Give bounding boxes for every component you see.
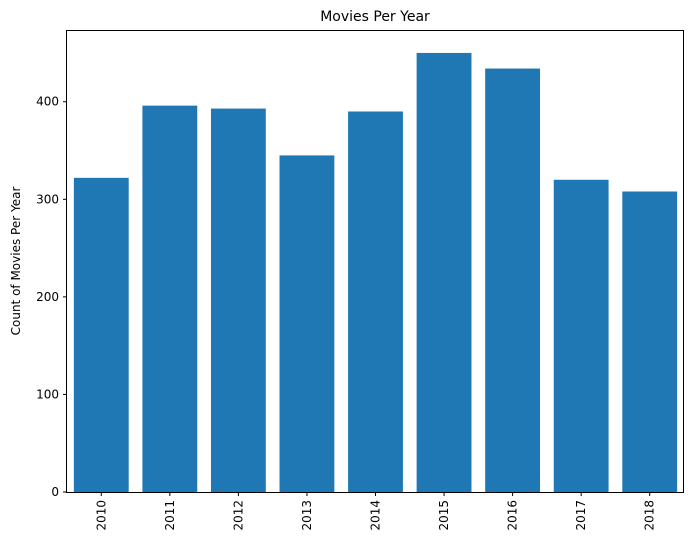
x-tick-label: 2010 [94,500,108,531]
bar-2017 [553,179,609,493]
bars-layer [73,52,678,493]
bar-2013 [279,155,335,492]
y-tick-label: 0 [51,485,59,499]
x-tick-label: 2011 [163,500,177,531]
bar-2016 [485,68,541,492]
x-axis: 2010 2011 2012 2013 2014 2015 2016 2017 2018 [94,492,657,531]
bar-2010 [73,177,129,492]
y-tick-label: 100 [36,387,59,401]
plot-frame [66,30,684,493]
y-axis: 0 100 200 300 400 [36,95,67,499]
y-axis-label: Count of Movies Per Year [9,187,23,336]
bar-2011 [142,105,198,492]
chart-title: Movies Per Year [320,9,430,25]
x-tick-label: 2016 [506,500,520,531]
y-tick-label: 300 [36,192,59,206]
x-tick-label: 2012 [231,500,245,531]
bar-2015 [416,52,472,492]
y-tick-label: 200 [36,290,59,304]
y-tick-label: 400 [36,95,59,109]
bar-2014 [348,111,403,493]
x-tick-label: 2018 [643,500,657,531]
x-tick-label: 2014 [369,500,383,531]
x-tick-label: 2013 [300,500,314,531]
bar-2018 [622,191,678,492]
x-tick-label: 2015 [437,500,451,531]
bar-2012 [210,108,266,492]
x-tick-label: 2017 [574,500,588,531]
